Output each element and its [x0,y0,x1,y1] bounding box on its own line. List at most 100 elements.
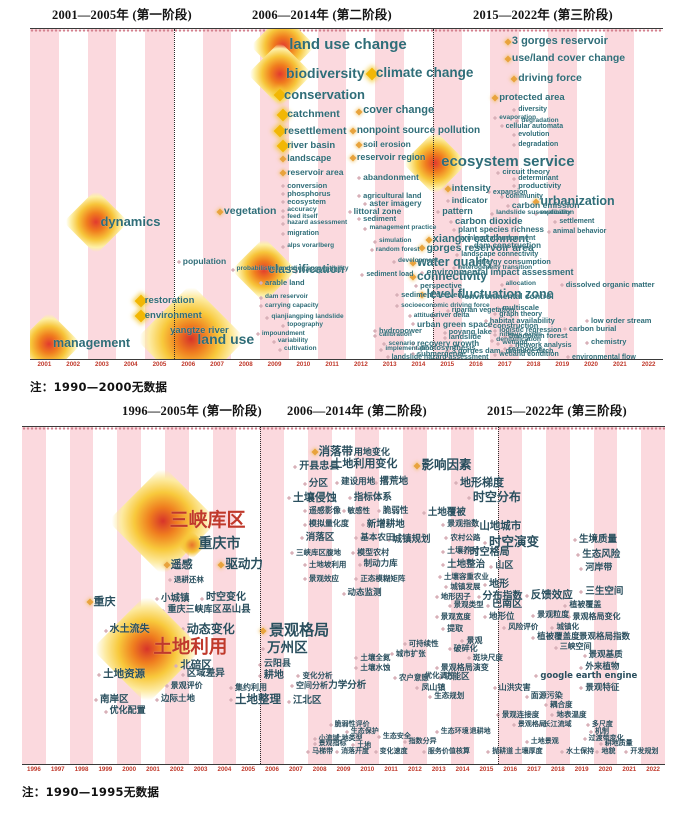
year-band [641,427,665,764]
keyword-label: 水土流失 [109,624,150,636]
keyword-label: 土壤养分 [447,546,480,556]
year-axis-top: 2001 2002 2003 2004 2005 2006 2007 2008 2009 2010… [30,360,663,374]
year-band [375,29,405,359]
keyword-label: carrying capacity [265,301,319,309]
keyword-label: 遥感影像 [308,505,341,515]
keyword-label: 新增耕地 [366,518,405,530]
year-band [593,427,618,764]
keyword-label: yangtze river [170,324,229,336]
year-band [576,29,606,359]
keyword-label: reservoir area [287,166,344,177]
keyword-label: water quality [416,255,494,270]
keyword-label: photosynthesis [420,343,476,353]
note-bottom: 注：1990—1995无数据 [22,785,160,799]
keyword-label: 耕地质量 [604,738,633,747]
keyword-label: connectivity [416,268,487,283]
keyword-label: 消落开度 [341,747,370,756]
keyword-label: 制动力库 [363,559,398,570]
keyword-label: landslide susceptibility [496,209,571,217]
year-tick: 2010 [360,766,375,773]
keyword-label: 景观格局指数 [578,631,630,642]
keyword-label: carbon burial [568,324,617,334]
keyword-label: hydropower [378,325,422,335]
keyword-label: plant species richness [458,224,544,234]
keyword-label: 土地整理 [234,691,281,706]
keyword-label: 土地覆被 [427,506,466,518]
keyword-label: 变化速度 [379,747,408,756]
year-tick: 2020 [584,361,598,368]
keyword-label: 机制 [595,727,610,736]
year-tick: 2004 [123,361,138,368]
year-band [498,427,523,764]
keyword-label: 地形位 [488,611,515,622]
keyword-label: 小流域 [318,733,340,742]
chinese-keyword-plot-area: 三峡库区 重庆市 遥感 驱动力 退耕还林 重庆 小城镇 时空变化 重庆三峡库区 巫山县 水土流失 动态… [22,426,665,765]
year-band [283,427,308,764]
phase-header-bottom: 1996—2005年 (第一阶段) 2006—2014年 (第二阶段) 2015… [0,396,683,426]
keyword-label: 反馈效应 [530,588,573,601]
keyword-label: 敏感性 [347,506,371,516]
keyword-label: indicator [451,194,488,205]
year-band [346,29,376,359]
year-tick: 2006 [181,361,196,368]
year-tick: 2003 [193,766,208,773]
keyword-label: 土地 [357,740,372,749]
year-tick: 1999 [98,766,113,773]
keyword-label: 边际土地 [161,694,196,705]
keyword-label: 分布指数 [482,590,523,602]
keyword-label: restoration [144,295,195,307]
keyword-label: 退耕地 [469,727,491,736]
keyword-label: 地表温度 [556,710,587,719]
year-band [69,427,94,764]
year-axis-bottom: 1996 1997 1998 1999 2000 2001 2002 2003 2004 2005… [22,765,665,779]
keyword-label: 时空变化 [206,592,247,604]
keyword-label: 地貌 [601,747,616,756]
keyword-label: dam construction [473,241,542,251]
keyword-label: 3 gorges reservoir [511,35,608,48]
year-tick: 2016 [503,766,518,773]
keyword-label: phosphorus [287,188,331,198]
keyword-label: allocation [505,280,536,288]
keyword-label: scenario [388,339,416,347]
phase-label-6: 2015—2022年 (第三阶段) [487,404,627,418]
keyword-label: 山洪灾害 [498,682,531,692]
keyword-label: urban green space [416,318,493,329]
keyword-label: 山地城市 [479,519,522,532]
year-band [432,29,462,359]
keyword-label: 3 gorges dam [451,345,501,355]
keyword-label: nitrous oxide [499,330,542,338]
keyword-label: 云阳县 [263,658,291,669]
keyword-label: 河岸带 [585,562,613,573]
keyword-label: 农村公路 [450,533,481,543]
keyword-label: 景观指数 [447,519,480,529]
keyword-label: urbanization [540,194,615,209]
keyword-label: development [397,257,439,265]
year-band [260,427,284,764]
keyword-label: 消落区 [305,531,335,543]
keyword-label: 景观宽度 [440,612,471,622]
keyword-label: determinant [518,175,559,183]
keyword-label: network analysis [515,341,572,349]
keyword-label: 水土保持 [566,747,595,756]
keyword-label: 景观格局 [517,720,546,729]
year-tick: 1997 [50,766,65,773]
year-tick: 2002 [66,361,81,368]
keyword-label: river delta [435,312,470,320]
year-tick: 2012 [353,361,368,368]
keyword-label: 撂荒地 [379,476,409,488]
keyword-label: 景观连接度 [501,710,540,719]
year-tick: 2013 [431,766,446,773]
keyword-label: farmland abandonment [458,234,536,242]
keyword-label: land use change [289,36,407,54]
year-band [236,427,261,764]
keyword-label: 景观评价 [170,681,203,691]
keyword-label: 景观 [466,635,483,645]
keyword-label: 风险评价 [508,622,539,632]
keyword-label: littoral zone [353,206,402,217]
year-tick: 2007 [288,766,303,773]
keyword-label: random forest [375,245,420,253]
year-band [519,29,548,359]
year-band [426,427,451,764]
keyword-label: resettlement [284,124,347,137]
keyword-label: sediment load [366,271,414,278]
